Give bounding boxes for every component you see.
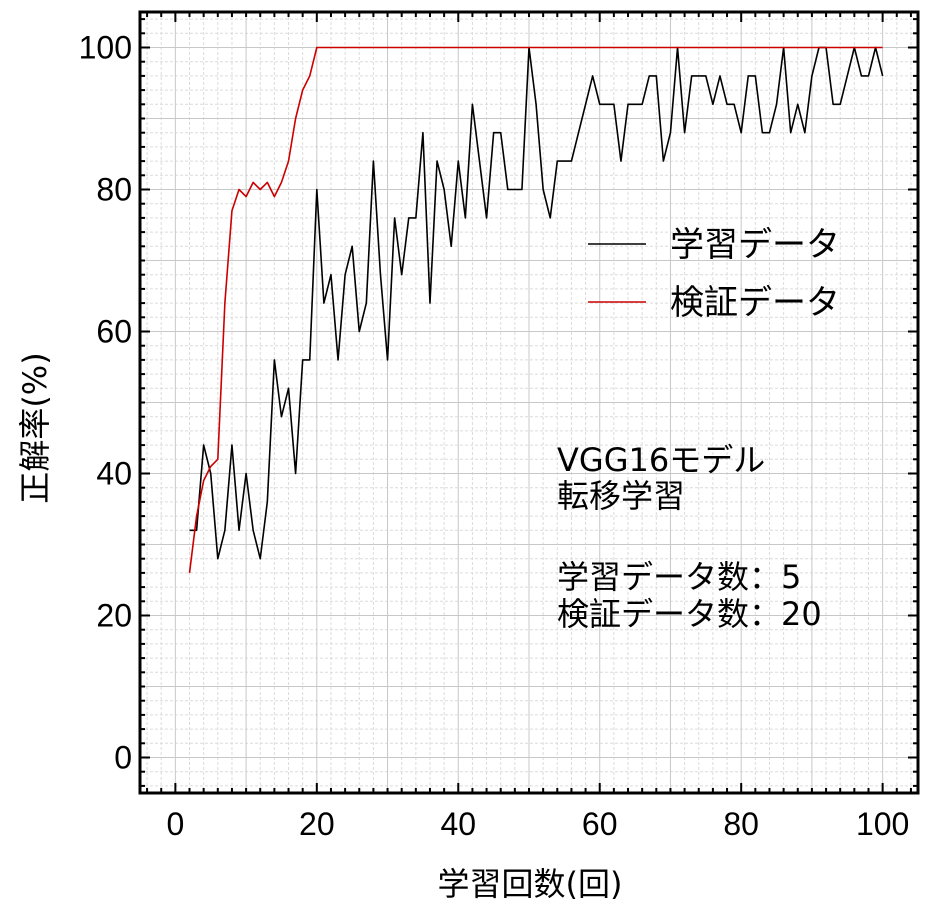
annotation-val-count: 検証データ数：20 bbox=[557, 595, 822, 633]
x-tick-label: 20 bbox=[299, 806, 335, 842]
y-tick-label: 60 bbox=[96, 314, 132, 350]
tick-labels: 0 20 40 60 80 100 0 20 40 60 80 100 bbox=[79, 30, 910, 843]
legend-label-train: 学習データ bbox=[670, 225, 840, 265]
y-tick-label: 0 bbox=[114, 740, 132, 776]
annotation-model: VGG16モデル bbox=[557, 441, 765, 479]
legend: 学習データ 検証データ bbox=[588, 225, 840, 323]
x-tick-label: 80 bbox=[723, 806, 759, 842]
annotation-train-count: 学習データ数：5 bbox=[557, 558, 801, 596]
y-axis-title: 正解率(%) bbox=[16, 352, 54, 503]
y-tick-label: 40 bbox=[96, 456, 132, 492]
x-tick-label: 100 bbox=[856, 806, 909, 842]
annotation: VGG16モデル 転移学習 学習データ数：5 検証データ数：20 bbox=[557, 441, 822, 633]
series-line-val bbox=[188, 46, 883, 573]
x-tick-label: 40 bbox=[440, 806, 476, 842]
legend-label-val: 検証データ bbox=[670, 283, 840, 323]
annotation-method: 転移学習 bbox=[557, 477, 685, 515]
major-grid bbox=[140, 12, 918, 793]
axis-ticks bbox=[140, 12, 918, 793]
series-line-train bbox=[189, 46, 884, 560]
x-tick-label: 60 bbox=[582, 806, 618, 842]
x-tick-label: 0 bbox=[166, 806, 184, 842]
y-tick-label: 100 bbox=[79, 30, 132, 66]
y-tick-label: 80 bbox=[96, 172, 132, 208]
series-layer bbox=[188, 46, 884, 573]
y-tick-label: 20 bbox=[96, 598, 132, 634]
x-axis-title: 学習回数(回) bbox=[438, 865, 623, 903]
